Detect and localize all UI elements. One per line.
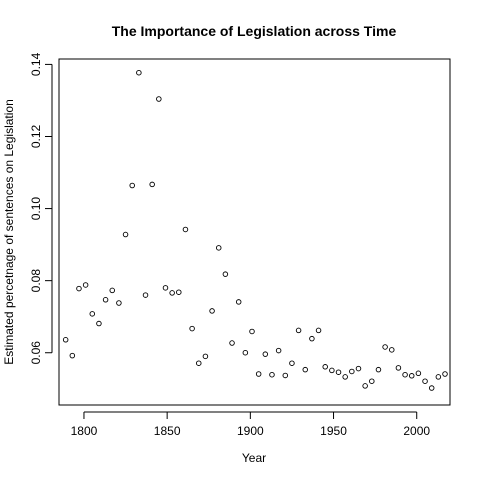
data-point (89, 311, 96, 317)
data-point (149, 181, 155, 188)
data-point (202, 353, 209, 360)
x-tick-label: 1800 (71, 424, 98, 438)
data-point (428, 385, 435, 391)
data-point (242, 349, 249, 356)
data-points (62, 69, 448, 391)
data-point (395, 365, 402, 371)
data-point (142, 292, 149, 298)
data-point (116, 300, 122, 306)
data-point (196, 360, 202, 366)
x-axis-label: Year (242, 451, 266, 465)
data-point (235, 299, 242, 305)
data-point (402, 371, 408, 378)
data-point (282, 372, 289, 379)
y-tick-label: 0.06 (29, 341, 43, 365)
data-point (302, 366, 308, 373)
data-point (355, 365, 362, 372)
data-point (262, 351, 269, 357)
data-point (389, 347, 395, 353)
data-point (249, 328, 255, 335)
data-point (156, 96, 162, 102)
data-point (435, 374, 442, 380)
data-point (96, 320, 102, 327)
data-point (62, 337, 69, 343)
data-point (229, 340, 235, 346)
data-point (269, 371, 275, 378)
y-tick-label: 0.12 (29, 124, 43, 148)
y-axis-label: Estimated percetnage of sentences on Leg… (2, 99, 16, 365)
data-point (169, 290, 175, 296)
data-point (215, 245, 222, 251)
y-tick-label: 0.10 (29, 197, 43, 221)
data-point (289, 360, 295, 366)
x-axis: 1800 1850 1900 1950 2000 (71, 411, 430, 438)
data-point (295, 327, 302, 334)
data-point (222, 271, 229, 277)
data-point (322, 364, 328, 370)
data-point (189, 325, 195, 332)
data-point (408, 373, 415, 379)
data-point (369, 378, 375, 384)
data-point (315, 327, 322, 334)
x-tick-label: 2000 (403, 424, 430, 438)
data-point (162, 285, 169, 291)
data-point (382, 344, 388, 350)
y-tick-label: 0.08 (29, 269, 43, 293)
data-point (349, 368, 355, 375)
x-tick-label: 1950 (320, 424, 347, 438)
data-point (122, 231, 129, 238)
data-point (275, 347, 282, 354)
plot-frame (58, 58, 451, 406)
data-point (422, 378, 428, 384)
data-point (209, 308, 215, 314)
y-axis: 0.06 0.08 0.10 0.12 0.14 (29, 52, 53, 365)
x-tick-label: 1850 (154, 424, 181, 438)
data-point (109, 287, 115, 294)
data-point (375, 366, 382, 373)
data-point (442, 371, 448, 377)
data-point (182, 226, 189, 233)
data-point (102, 297, 109, 303)
data-point (362, 383, 368, 389)
chart-title: The Importance of Legislation across Tim… (112, 23, 397, 39)
y-tick-label: 0.14 (29, 52, 43, 76)
data-point (82, 282, 89, 288)
data-point (342, 374, 348, 380)
data-point (415, 370, 422, 377)
data-point (76, 285, 82, 292)
data-point (136, 69, 142, 76)
data-point (69, 352, 76, 359)
data-point (255, 371, 262, 377)
data-point (335, 369, 342, 375)
data-point (329, 367, 335, 374)
data-point (176, 289, 182, 295)
data-point (309, 335, 315, 342)
x-tick-label: 1900 (237, 424, 264, 438)
data-point (129, 182, 135, 189)
